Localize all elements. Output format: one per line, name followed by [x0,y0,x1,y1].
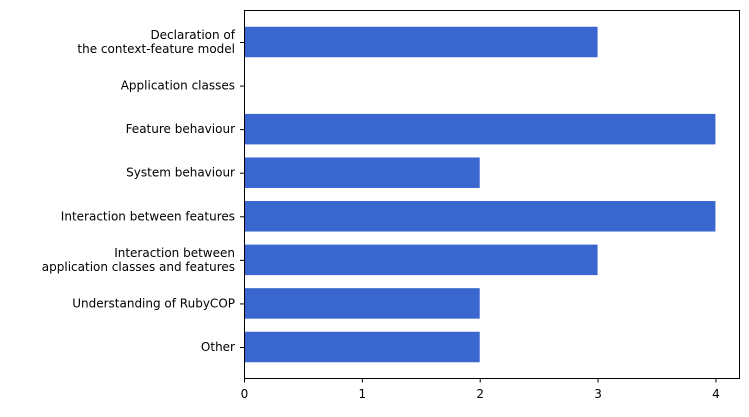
y-axis-ticks: Declaration of the context-feature model A… [42,28,244,354]
bars-group [244,26,716,363]
y-tick-label-6: Understanding of RubyCOP [72,296,235,310]
y-tick-label-4: Interaction between features [61,209,235,223]
x-tick-label-0: 0 [241,387,249,401]
bar-7 [244,331,480,363]
y-tick-label-5: Interaction between application classes a… [42,246,235,274]
y-tick-label-1: Application classes [121,79,235,93]
y-tick-label-line: Declaration of [150,28,235,42]
y-tick-label-2: Feature behaviour [126,122,236,136]
bar-3 [244,157,480,188]
x-tick-label-4: 4 [712,387,720,401]
bar-5 [244,244,598,276]
bar-4 [244,201,716,232]
y-tick-label-line: Interaction between features [61,209,235,223]
x-tick-label-2: 2 [476,387,484,401]
x-tick-label-3: 3 [594,387,602,401]
y-tick-label-line: Feature behaviour [126,122,236,136]
y-tick-label-3: System behaviour [126,166,235,180]
y-tick-label-line: the context-feature model [77,42,235,56]
y-tick-label-line: Other [201,340,235,354]
y-tick-label-7: Other [201,340,235,354]
y-tick-label-0: Declaration of the context-feature model [77,28,235,56]
y-tick-label-line: Understanding of RubyCOP [72,296,235,310]
bar-0 [244,26,598,58]
y-tick-label-line: System behaviour [126,166,235,180]
y-tick-label-line: application classes and features [42,260,235,274]
y-tick-label-line: Application classes [121,79,235,93]
plot-frame [244,10,740,379]
bar-2 [244,113,716,145]
x-axis-ticks: 0 1 2 3 4 [241,378,720,401]
bar-6 [244,288,480,319]
y-tick-label-line: Interaction between [114,246,235,260]
x-tick-label-1: 1 [359,387,367,401]
